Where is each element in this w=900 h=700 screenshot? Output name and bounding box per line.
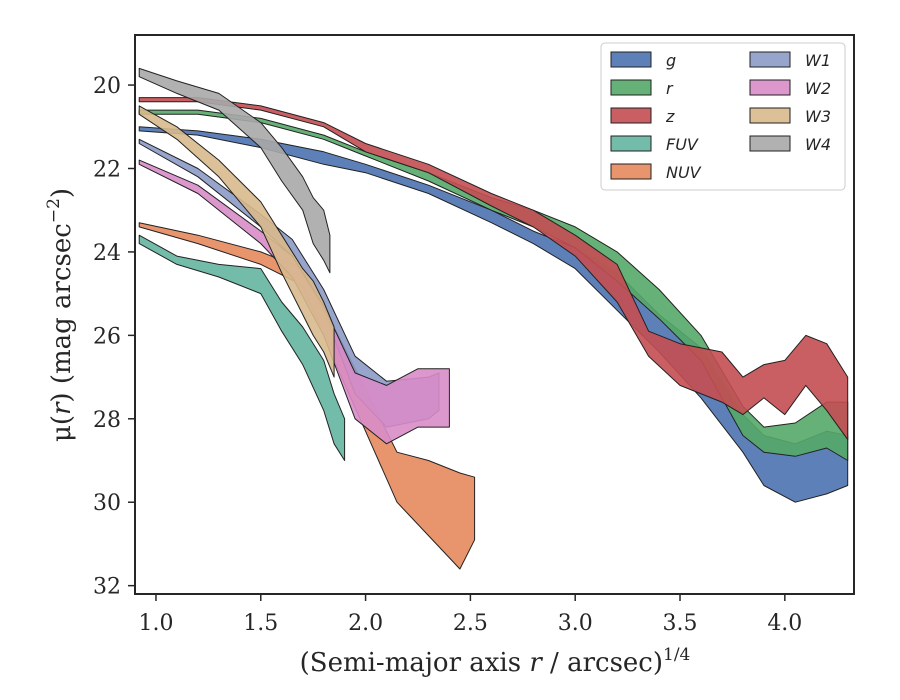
x-tick-label: 1.5 xyxy=(243,611,278,636)
legend-swatch-fuv xyxy=(610,135,652,152)
legend: grz FUV NUV W1 W2 W3 W4 xyxy=(600,42,846,191)
legend-swatch-z xyxy=(610,107,652,124)
x-tick-label: 3.0 xyxy=(558,611,593,636)
legend-swatch-nuv xyxy=(610,163,652,180)
legend-swatch-g xyxy=(610,51,652,68)
legend-label-w1: W1 xyxy=(805,51,831,70)
x-tick-label: 1.0 xyxy=(138,611,173,636)
y-axis-label: μ(r) (mag arcsec−2) xyxy=(44,188,77,442)
y-tick-label: 32 xyxy=(93,575,121,600)
series-band-z xyxy=(138,97,849,441)
x-axis: 1.0 1.5 2.0 2.5 3.0 3.5 4.0 xyxy=(138,594,802,636)
series-band-g xyxy=(138,126,849,503)
y-tick-label: 22 xyxy=(93,157,121,182)
series-areas xyxy=(138,67,849,570)
legend-label-w4: W4 xyxy=(805,135,831,154)
y-tick-label: 30 xyxy=(93,491,121,516)
y-tick-label: 26 xyxy=(93,324,121,349)
plot-frame xyxy=(134,34,855,595)
y-axis: 20 22 24 26 28 30 32 xyxy=(93,74,135,600)
legend-label-nuv: NUV xyxy=(666,163,702,182)
x-tick-label: 2.0 xyxy=(348,611,383,636)
legend-label-g: g xyxy=(666,51,676,70)
legend-label-fuv: FUV xyxy=(666,135,699,154)
legend-swatch-r xyxy=(610,79,652,96)
legend-label-w2: W2 xyxy=(805,79,831,98)
y-tick-label: 28 xyxy=(93,408,121,433)
y-tick-label: 24 xyxy=(93,241,121,266)
series-band-w2 xyxy=(138,159,450,445)
legend-label-r: r xyxy=(666,79,674,98)
legend-label-w3: W3 xyxy=(805,107,831,126)
series-band-w4 xyxy=(138,67,331,274)
x-axis-label: (Semi-major axis r / arcsec)1/4 xyxy=(300,645,691,678)
legend-swatch-w1 xyxy=(749,51,791,68)
x-tick-label: 3.5 xyxy=(663,611,698,636)
legend-label-z: z xyxy=(665,107,675,126)
legend-swatch-w2 xyxy=(749,79,791,96)
x-tick-label: 2.5 xyxy=(453,611,488,636)
legend-swatch-w4 xyxy=(749,135,791,152)
y-tick-label: 20 xyxy=(93,74,121,99)
series-band-fuv xyxy=(138,234,346,461)
x-tick-label: 4.0 xyxy=(767,611,802,636)
series-band-w3 xyxy=(138,105,335,378)
legend-swatch-w3 xyxy=(749,107,791,124)
